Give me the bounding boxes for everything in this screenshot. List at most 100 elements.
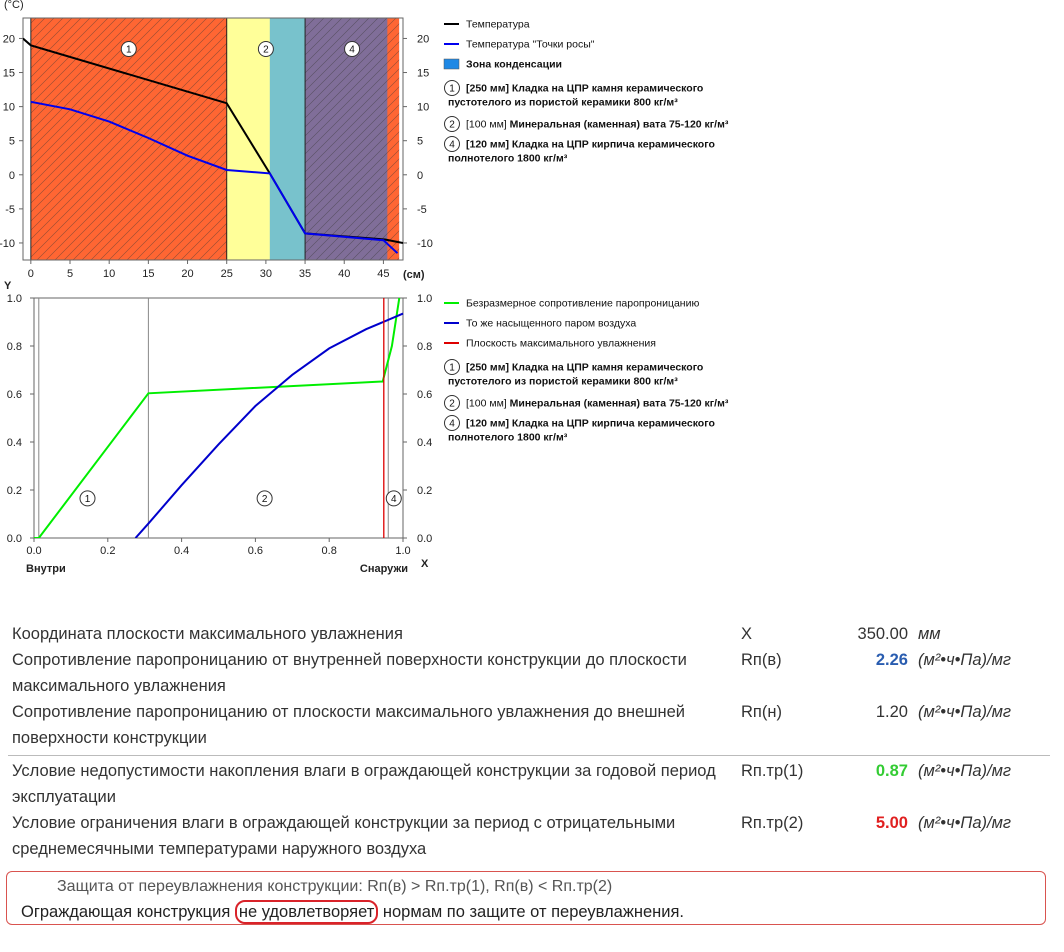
layer-2-label-circle — [257, 41, 274, 57]
chart2-legend-layer-circle — [444, 415, 460, 431]
result-symbol: Rп.тр(1) — [741, 762, 804, 780]
result-label: Сопротивление паропроницанию от внутренн… — [12, 651, 687, 695]
x-tick-label: 10 — [103, 268, 115, 280]
y-tick-label-right: 15 — [417, 68, 429, 80]
result-value: 1.20 — [875, 703, 908, 721]
x-tick-label: 0.2 — [100, 545, 115, 557]
layer-4b-hatch — [387, 18, 400, 260]
result-row-rp-in: Сопротивление паропроницанию от внутренн… — [8, 647, 1050, 699]
y-tick-label-left: 0.8 — [7, 341, 22, 353]
layer-1-label-circle — [120, 41, 137, 57]
y-tick-label-left: 5 — [9, 136, 15, 148]
chart2-legend-layer-text-2: полнотелого 1800 кг/м³ — [448, 432, 568, 444]
conclusion-box: Защита от переувлажнения конструкции: Rп… — [6, 871, 1046, 925]
chart1-legend-layer-text: [250 мм] Кладка на ЦПР камня керамическо… — [466, 83, 703, 95]
region-2-label-circle — [256, 490, 273, 507]
resistance-line — [34, 298, 401, 538]
chart2-legend-label: Безразмерное сопротивление паропроницани… — [466, 298, 699, 310]
vapor-resistance-chart: 1 2 4 1.0 1.0 0.8 0.8 0.6 0.6 0.4 0.4 0.2 0.2 0.0 0.0 0… — [4, 280, 729, 575]
x-axis-title: (см) — [403, 269, 425, 281]
x-tick-label: 1.0 — [395, 545, 410, 557]
y-tick-label-right: 0.2 — [417, 485, 432, 497]
chart2-legend-layer-number: 1 — [449, 363, 455, 374]
x-tick-label: 0.6 — [248, 545, 263, 557]
x-tick-label: 35 — [299, 268, 311, 280]
result-value: 350.00 — [857, 625, 908, 643]
y-tick-label-left: 15 — [3, 68, 15, 80]
chart1-legend-swatch — [443, 58, 460, 70]
chart1-legend-layer-text-2: полнотелого 1800 кг/м³ — [448, 153, 568, 165]
chart1-legend-label: Температура — [466, 19, 530, 31]
region-1-label-number: 1 — [85, 494, 91, 505]
chart2-legend-layer-text: [120 мм] Кладка на ЦПР кирпича керамичес… — [466, 418, 715, 430]
layer-2-label-number: 2 — [263, 45, 269, 56]
chart2-legend-layer-circle — [444, 359, 460, 375]
x-axis-title: X — [421, 558, 429, 570]
chart2-legend-layer-text-2: пустотелого из пористой керамики 800 кг/… — [448, 376, 678, 388]
result-row-x: Координата плоскости максимального увлаж… — [8, 621, 1050, 647]
y-tick-label-right: 0.8 — [417, 341, 432, 353]
layer-1-hatch — [30, 18, 227, 260]
y-tick-label-right: 0.0 — [417, 533, 432, 545]
chart1-legend-layer-number: 4 — [449, 140, 455, 151]
result-symbol: Rп(н) — [741, 703, 782, 721]
layer-4-label-circle — [344, 41, 361, 57]
result-value: 0.87 — [875, 762, 908, 780]
results-divider — [8, 755, 1050, 756]
chart1-legend-layer-number: 1 — [449, 84, 455, 95]
result-symbol: X — [741, 625, 753, 643]
chart1-legend-layer-text: [120 мм] Кладка на ЦПР кирпича керамичес… — [466, 139, 715, 151]
x-tick-label: 40 — [338, 268, 350, 280]
y-tick-label-left: 0.6 — [7, 389, 22, 401]
chart1-legend-layer-number: 2 — [449, 120, 455, 131]
result-label: Сопротивление паропроницанию от плоскост… — [12, 703, 686, 747]
chart2-legend-layer-text: [100 мм] Минеральная (каменная) вата 75-… — [466, 398, 729, 410]
inside-label: Внутри — [26, 563, 66, 575]
chart1-series — [23, 37, 403, 254]
y-tick-label-left: 0.4 — [7, 437, 22, 449]
y-tick-label-left: 10 — [3, 102, 15, 114]
chart2-legend-layer-text: [250 мм] Кладка на ЦПР камня керамическо… — [466, 362, 703, 374]
y-tick-label-left: -10 — [0, 238, 15, 250]
y-tick-label-right: 0 — [417, 170, 423, 182]
result-symbol: Rп.тр(2) — [741, 814, 804, 832]
chart1-legend-layer-circle — [444, 116, 460, 132]
layer-1-label-number: 1 — [126, 45, 132, 56]
y-tick-label-right: 5 — [417, 136, 423, 148]
chart1-legend-layer-circle — [444, 136, 460, 152]
result-value: 5.00 — [875, 814, 908, 832]
region-4-label-number: 4 — [391, 494, 397, 505]
result-label: Условие ограничения влаги в ограждающей … — [12, 814, 676, 858]
y-tick-label-right: 0.4 — [417, 437, 432, 449]
chart2-series — [34, 298, 404, 538]
chart2-frame — [33, 297, 404, 539]
x-tick-label: 45 — [377, 268, 389, 280]
chart1-legend-layer-circle — [444, 80, 460, 96]
y-tick-label-left: 0.2 — [7, 485, 22, 497]
verdict-text: Ограждающая конструкция не удовлетворяет… — [21, 900, 685, 924]
result-label: Координата плоскости максимального увлаж… — [12, 625, 403, 643]
dew-point-line — [30, 100, 399, 254]
chart1-legend-layer-text: [100 мм] Минеральная (каменная) вата 75-… — [466, 119, 729, 131]
result-unit: (м²•ч•Па)/мг — [918, 703, 1012, 721]
region-4-label-circle — [385, 490, 402, 507]
x-tick-label: 25 — [221, 268, 233, 280]
result-row-rp-req2: Условие ограничения влаги в ограждающей … — [8, 810, 1050, 862]
result-row-rp-out: Сопротивление паропроницанию от плоскост… — [8, 699, 1050, 751]
y-axis-title: (°C) — [4, 0, 24, 11]
protection-condition: Защита от переувлажнения конструкции: Rп… — [57, 878, 613, 895]
y-tick-label-right: 1.0 — [417, 293, 432, 305]
result-row-rp-req1: Условие недопустимости накопления влаги … — [8, 758, 1050, 810]
region-2-label-number: 2 — [262, 494, 268, 505]
x-tick-label: 20 — [181, 268, 193, 280]
chart2-legend-label: То же насыщенного паром воздуха — [466, 318, 636, 330]
layer-cond-fill — [269, 18, 306, 260]
verdict-suffix: нормам по защите от переувлажнения. — [378, 903, 685, 921]
result-unit: (м²•ч•Па)/мг — [918, 814, 1012, 832]
y-tick-label-right: 20 — [417, 33, 429, 45]
chart2-legend-layer-number: 2 — [449, 399, 455, 410]
y-tick-label-left: 20 — [3, 33, 15, 45]
verdict-highlight: не удовлетворяет — [234, 900, 379, 924]
results-table: Координата плоскости максимального увлаж… — [8, 621, 1050, 862]
outside-label: Снаружи — [360, 563, 408, 575]
